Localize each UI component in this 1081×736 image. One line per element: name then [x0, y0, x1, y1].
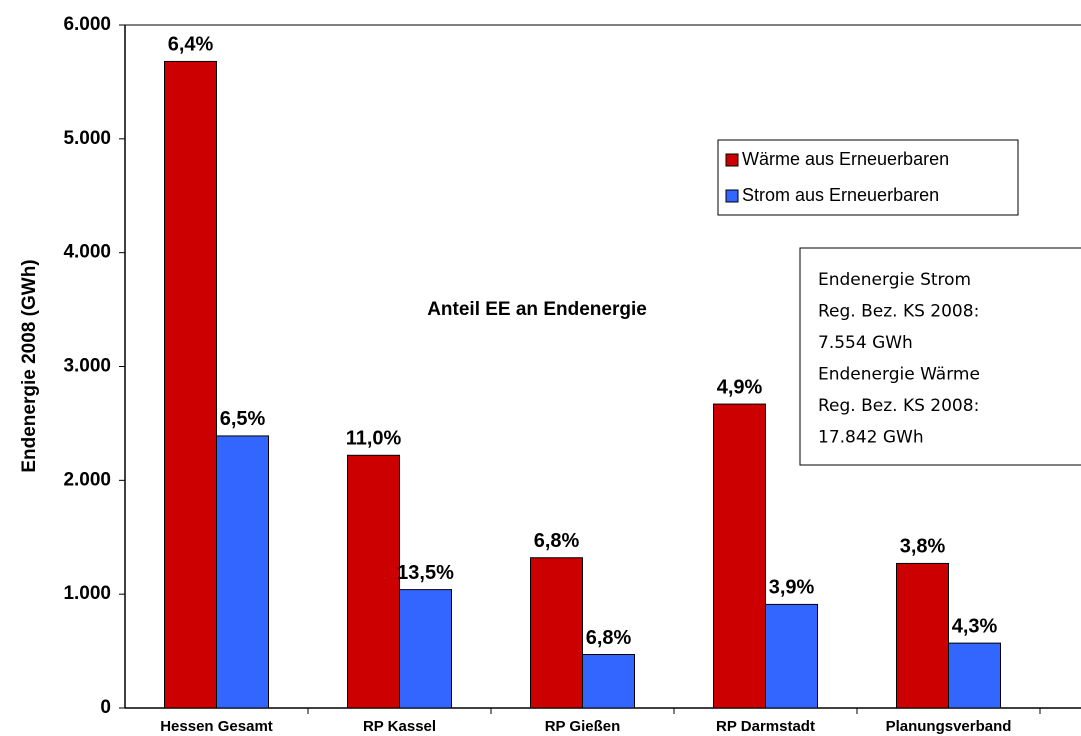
bar [582, 653, 635, 709]
info-text: 7.554 GWh [818, 333, 913, 353]
bar-label: 4,9% [717, 376, 763, 398]
bar-label: 3,9% [769, 577, 815, 599]
bar [896, 562, 949, 709]
info-text: Endenergie Strom [818, 270, 971, 290]
x-tick-label: RP Kassel [363, 718, 436, 735]
y-tick-label: 0 [100, 697, 111, 718]
bar [347, 454, 400, 709]
info-text: 17.842 GWh [818, 428, 924, 448]
bar [216, 435, 269, 709]
bar [713, 403, 766, 709]
bar [164, 60, 217, 709]
bar-label: 4,3% [952, 615, 998, 637]
x-tick-label: RP Darmstadt [716, 718, 815, 735]
legend-box [717, 139, 1019, 216]
legend-swatch [725, 153, 739, 167]
bar-label: 13,5% [397, 562, 454, 584]
bar-label: 6,8% [534, 530, 580, 552]
info-text: Reg. Bez. KS 2008: [818, 396, 979, 416]
y-tick-label: 2.000 [63, 469, 111, 490]
info-box [799, 247, 1081, 466]
y-tick-label: 3.000 [63, 356, 111, 377]
y-tick-label: 1.000 [63, 583, 111, 604]
bar-label: 6,8% [586, 627, 632, 649]
bar [399, 589, 452, 709]
bar [530, 557, 583, 709]
legend-label: Wärme aus Erneuerbaren [742, 149, 949, 169]
y-tick-label: 4.000 [63, 242, 111, 263]
bar-label: 6,4% [168, 34, 214, 56]
bar-label: 3,8% [900, 536, 946, 558]
annotation: Anteil EE an Endenergie [427, 299, 647, 320]
x-tick-label: Hessen Gesamt [160, 718, 273, 735]
bar-label: 11,0% [346, 428, 402, 450]
bar [765, 603, 818, 709]
info-text: Endenergie Wärme [818, 365, 980, 385]
y-axis-label: Endenergie 2008 (GWh) [19, 259, 40, 472]
y-tick-label: 6.000 [63, 14, 111, 35]
info-text: Reg. Bez. KS 2008: [818, 302, 979, 322]
bar-label: 6,5% [220, 408, 266, 430]
x-tick-label: Planungsverband [886, 718, 1012, 735]
legend-swatch [725, 189, 739, 203]
y-tick-label: 5.000 [63, 128, 111, 149]
bar [948, 642, 1001, 709]
legend-label: Strom aus Erneuerbaren [742, 185, 939, 205]
x-tick-label: RP Gießen [545, 718, 621, 735]
